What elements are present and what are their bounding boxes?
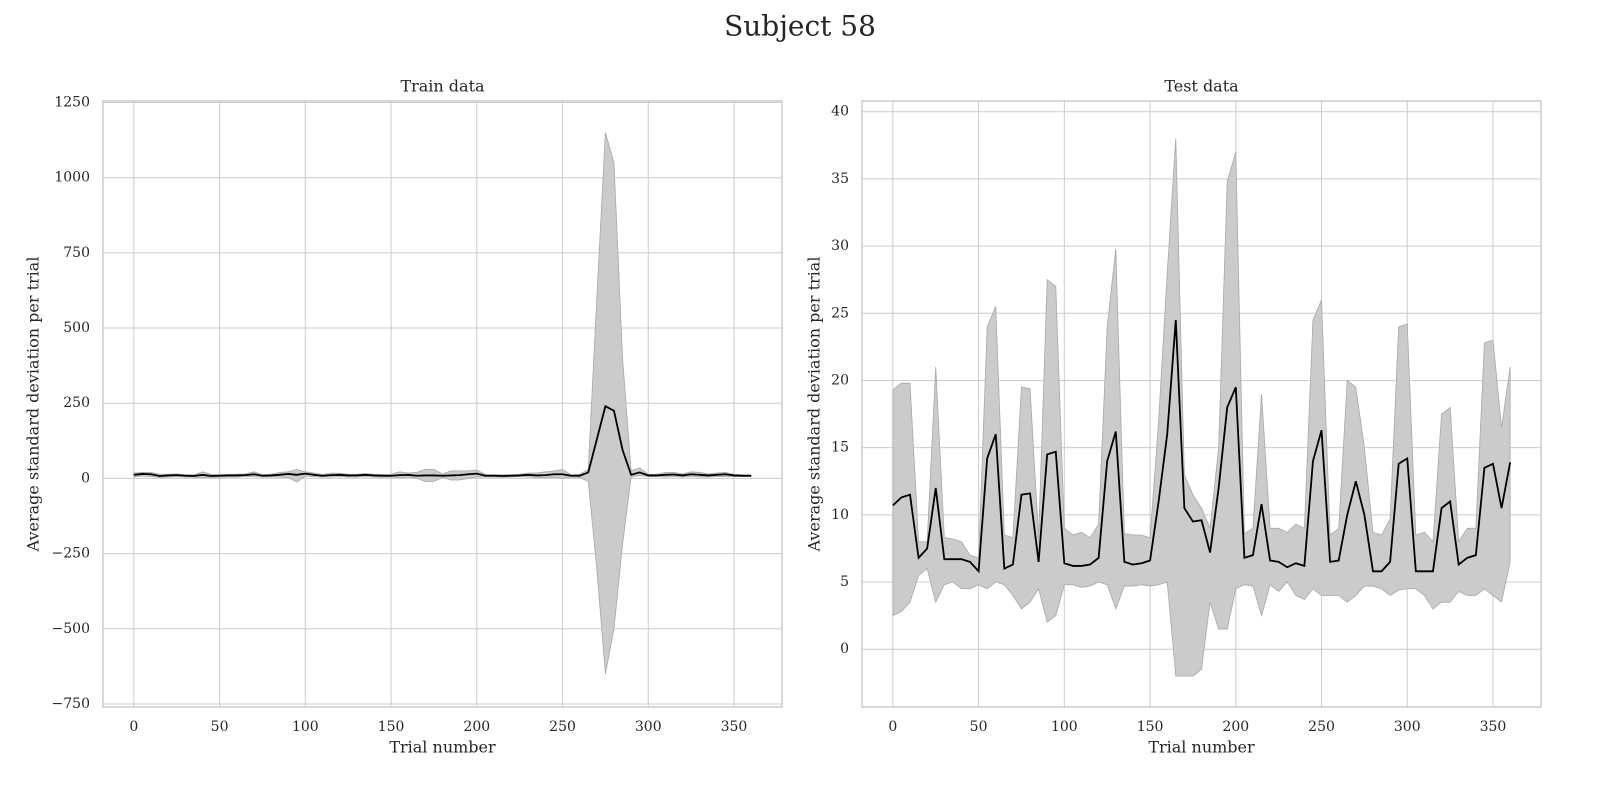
x-tick-label: 150 (378, 719, 405, 735)
y-tick-label: 0 (81, 470, 90, 486)
line (133, 404, 752, 477)
y-tick-label: −500 (52, 621, 90, 637)
y-tick-label: 10 (831, 507, 849, 523)
y-tick-label: 0 (840, 641, 849, 657)
x-tick-label: 300 (635, 719, 662, 735)
y-tick-label: 20 (831, 372, 849, 388)
x-tick-label: 200 (463, 719, 490, 735)
band (892, 138, 1511, 677)
x-tick-label: 150 (1137, 719, 1164, 735)
x-axis-label: Trial number (1148, 738, 1255, 757)
subplot-title: Test data (1164, 77, 1239, 96)
y-tick-label: 30 (831, 238, 849, 254)
x-tick-label: 0 (888, 719, 897, 735)
y-tick-label: 1250 (54, 95, 90, 111)
x-tick-label: 50 (970, 719, 988, 735)
plot-frame (861, 100, 1542, 708)
y-tick-label: 750 (63, 245, 90, 261)
y-tick-label: −750 (52, 696, 90, 712)
x-axis-label: Trial number (389, 738, 496, 757)
band (133, 132, 752, 674)
y-tick-label: 40 (831, 104, 849, 120)
x-tick-label: 250 (1308, 719, 1335, 735)
y-tick-label: 1000 (54, 170, 90, 186)
y-axis-label: Average standard deviation per trial (805, 257, 824, 553)
x-tick-label: 250 (549, 719, 576, 735)
x-tick-label: 350 (721, 719, 748, 735)
plot-frame (102, 100, 783, 708)
y-tick-label: 500 (63, 320, 90, 336)
line (892, 319, 1512, 574)
figure-title: Subject 58 (724, 10, 876, 43)
y-tick-label: 5 (840, 574, 849, 590)
subplot-title: Train data (400, 77, 485, 96)
y-tick-label: 15 (831, 440, 849, 456)
x-tick-label: 100 (292, 719, 319, 735)
y-tick-label: 250 (63, 395, 90, 411)
x-tick-label: 0 (129, 719, 138, 735)
x-tick-label: 350 (1480, 719, 1507, 735)
x-tick-label: 50 (211, 719, 229, 735)
y-tick-label: 25 (831, 305, 849, 321)
x-tick-label: 100 (1051, 719, 1078, 735)
y-tick-label: 35 (831, 171, 849, 187)
y-axis-label: Average standard deviation per trial (24, 257, 43, 553)
x-tick-label: 300 (1394, 719, 1421, 735)
y-tick-label: −250 (52, 546, 90, 562)
x-tick-label: 200 (1222, 719, 1249, 735)
